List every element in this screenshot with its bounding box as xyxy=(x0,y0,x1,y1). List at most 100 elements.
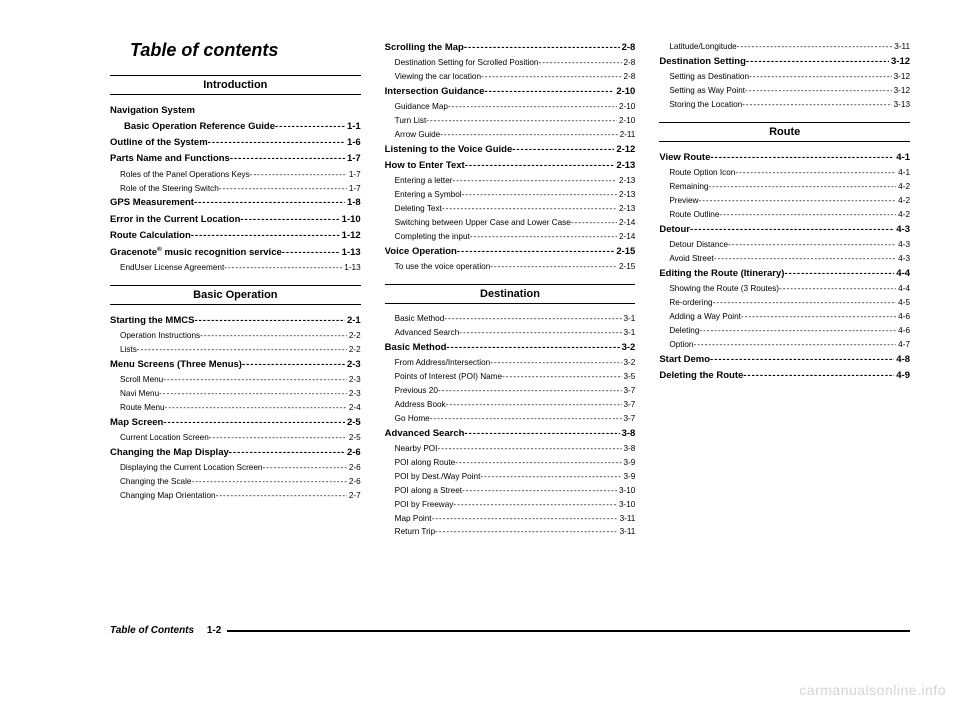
toc-entry: Advanced Search3-1 xyxy=(385,326,636,340)
toc-entry: Deleting4-6 xyxy=(659,324,910,338)
toc-entry-label: Deleting xyxy=(669,324,699,338)
toc-entry-page: 3-7 xyxy=(622,384,636,398)
toc-entry-page: 2-5 xyxy=(347,431,361,445)
toc-entry-page: 4-2 xyxy=(896,194,910,208)
toc-entry-label: Deleting the Route xyxy=(659,368,743,384)
toc-entry-label: Adding a Way Point xyxy=(669,310,741,324)
toc-leader-dots xyxy=(230,151,345,167)
toc-entry-page: 1-13 xyxy=(342,261,360,275)
toc-leader-dots xyxy=(470,230,617,244)
toc-leader-dots xyxy=(437,442,621,456)
toc-entry: Listening to the Voice Guide2-12 xyxy=(385,142,636,158)
toc-entry: Points of Interest (POI) Name 3-5 xyxy=(385,370,636,384)
toc-leader-dots xyxy=(693,338,896,352)
toc-entry: Destination Setting3-12 xyxy=(659,54,910,70)
toc-entry: Completing the input2-14 xyxy=(385,230,636,244)
toc-entry-label: Turn List xyxy=(395,114,427,128)
toc-entry: Navigation System xyxy=(110,103,361,119)
toc-entry: Re-ordering4-5 xyxy=(659,296,910,310)
toc-leader-dots xyxy=(745,84,892,98)
toc-entry-page: 2-13 xyxy=(617,188,635,202)
toc-entry: Starting the MMCS2-1 xyxy=(110,313,361,329)
toc-entry-label: Points of Interest (POI) Name xyxy=(395,370,502,384)
toc-entry-page: 3-10 xyxy=(617,498,635,512)
toc-entry: EndUser License Agreement1-13 xyxy=(110,261,361,275)
toc-entry-label: Setting as Destination xyxy=(669,70,749,84)
toc-leader-dots xyxy=(571,216,617,230)
toc-entry: Scrolling the Map2-8 xyxy=(385,40,636,56)
column-1: Table of contents IntroductionNavigation… xyxy=(110,40,361,630)
toc-entry: Scroll Menu2-3 xyxy=(110,373,361,387)
toc-entry-label: Previous 20 xyxy=(395,384,438,398)
toc-leader-dots xyxy=(698,194,896,208)
toc-entry: Storing the Location3-13 xyxy=(659,98,910,112)
toc-leader-dots xyxy=(191,228,340,244)
toc-entry-page: 2-10 xyxy=(617,114,635,128)
toc-entry-page: 4-6 xyxy=(896,310,910,324)
toc-entry-label: Displaying the Current Location Screen xyxy=(120,461,262,475)
toc-entry-page: 3-13 xyxy=(892,98,910,112)
toc-entry-label: Current Location Screen xyxy=(120,431,209,445)
toc-entry-page: 2-2 xyxy=(347,343,361,357)
toc-entry-page: 3-5 xyxy=(622,370,636,384)
toc-entry: Parts Name and Functions1-7 xyxy=(110,151,361,167)
toc-leader-dots xyxy=(710,352,894,368)
toc-entry-page: 2-1 xyxy=(345,313,361,329)
toc-entry-page: 2-3 xyxy=(347,373,361,387)
toc-entry-page: 1-7 xyxy=(347,168,361,182)
toc-entry: POI along Route3-9 xyxy=(385,456,636,470)
toc-entry: Operation Instructions2-2 xyxy=(110,329,361,343)
toc-leader-dots xyxy=(464,426,619,442)
toc-entry: Lists2-2 xyxy=(110,343,361,357)
toc-entry: Navi Menu2-3 xyxy=(110,387,361,401)
toc-entry-page: 2-13 xyxy=(617,174,635,188)
footer-page: 1-2 xyxy=(204,625,221,636)
toc-leader-dots xyxy=(163,373,347,387)
toc-leader-dots xyxy=(444,312,621,326)
toc-entry-label: Completing the input xyxy=(395,230,470,244)
toc-entry-page: 3-12 xyxy=(889,54,910,70)
toc-leader-dots xyxy=(242,357,345,373)
toc-leader-dots xyxy=(742,98,891,112)
col2-sections: Scrolling the Map2-8Destination Setting … xyxy=(385,40,636,539)
toc-entry-label: Basic Method xyxy=(395,312,445,326)
toc-entry-label: Error in the Current Location xyxy=(110,212,240,228)
toc-entry-page: 4-1 xyxy=(896,166,910,180)
toc-entry-page: 2-3 xyxy=(345,357,361,373)
toc-leader-dots xyxy=(194,195,345,211)
toc-entry: Start Demo4-8 xyxy=(659,352,910,368)
toc-entry: Displaying the Current Location Screen2-… xyxy=(110,461,361,475)
toc-entry-page: 1-8 xyxy=(345,195,361,211)
toc-entry-label: Advanced Search xyxy=(395,326,460,340)
toc-entry-label: Map Point xyxy=(395,512,432,526)
toc-entry: Route Option Icon4-1 xyxy=(659,166,910,180)
toc-entry-label: Changing the Scale xyxy=(120,475,191,489)
toc-leader-dots xyxy=(719,208,896,222)
toc-entry-label: Nearby POI xyxy=(395,442,438,456)
toc-entry-page: 4-5 xyxy=(896,296,910,310)
toc-entry-label: Go Home xyxy=(395,412,430,426)
toc-entry-page: 3-7 xyxy=(622,398,636,412)
toc-entry: View Route4-1 xyxy=(659,150,910,166)
toc-entry-label: POI along Route xyxy=(395,456,456,470)
toc-leader-dots xyxy=(784,266,894,282)
toc-leader-dots xyxy=(481,70,622,84)
toc-entry-label: Switching between Upper Case and Lower C… xyxy=(395,216,571,230)
toc-entry: Roles of the Panel Operations Keys1-7 xyxy=(110,168,361,182)
toc-entry: POI by Freeway3-10 xyxy=(385,498,636,512)
toc-entry-label: Preview xyxy=(669,194,698,208)
col1-sections: IntroductionNavigation SystemBasic Opera… xyxy=(110,75,361,503)
toc-entry-page: 2-8 xyxy=(622,56,636,70)
toc-leader-dots xyxy=(282,245,340,261)
toc-entry-page: 3-11 xyxy=(618,512,636,526)
toc-leader-dots xyxy=(539,56,622,70)
toc-entry: Current Location Screen 2-5 xyxy=(110,431,361,445)
toc-entry: Guidance Map2-10 xyxy=(385,100,636,114)
section-header: Introduction xyxy=(110,75,361,95)
toc-entry-page: 3-10 xyxy=(617,484,635,498)
toc-entry-page: 2-13 xyxy=(617,202,635,216)
toc-entry: Entering a letter2-13 xyxy=(385,174,636,188)
toc-leader-dots xyxy=(749,70,892,84)
toc-entry-label: From Address/Intersection xyxy=(395,356,491,370)
toc-entry: Detour4-3 xyxy=(659,222,910,238)
